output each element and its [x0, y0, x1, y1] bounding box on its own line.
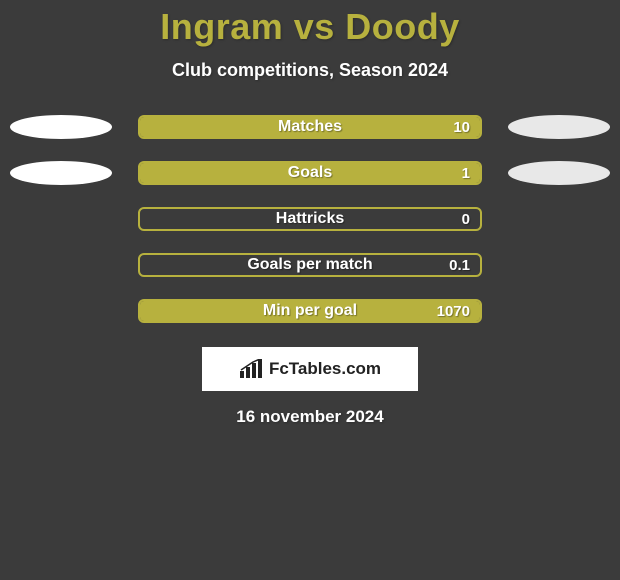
stat-value: 10 — [453, 119, 470, 136]
right-ellipse — [508, 115, 610, 139]
stat-value: 1 — [462, 165, 470, 182]
stat-row: Min per goal 1070 — [0, 299, 620, 323]
stat-row: Hattricks 0 — [0, 207, 620, 231]
stat-row: Matches 10 — [0, 115, 620, 139]
stat-label: Min per goal — [263, 302, 357, 320]
logo-text: FcTables.com — [269, 359, 381, 379]
stat-bar: Min per goal 1070 — [138, 299, 482, 323]
stat-bar: Goals 1 — [138, 161, 482, 185]
stat-label: Matches — [278, 118, 342, 136]
stat-label: Goals — [288, 164, 332, 182]
stat-label: Goals per match — [247, 256, 372, 274]
stat-row: Goals per match 0.1 — [0, 253, 620, 277]
stat-value: 1070 — [437, 303, 470, 320]
stat-label: Hattricks — [276, 210, 344, 228]
footer-date: 16 november 2024 — [236, 407, 383, 427]
stat-bar: Goals per match 0.1 — [138, 253, 482, 277]
stat-value: 0.1 — [449, 257, 470, 274]
page-subtitle: Club competitions, Season 2024 — [172, 60, 448, 81]
left-ellipse — [10, 115, 112, 139]
bar-chart-icon — [239, 359, 263, 379]
stat-value: 0 — [462, 211, 470, 228]
stat-bar: Hattricks 0 — [138, 207, 482, 231]
logo-box: FcTables.com — [202, 347, 418, 391]
stat-rows: Matches 10 Goals 1 Hattricks 0 Goals per match… — [0, 115, 620, 323]
stat-bar: Matches 10 — [138, 115, 482, 139]
left-ellipse — [10, 161, 112, 185]
right-ellipse — [508, 161, 610, 185]
page-title: Ingram vs Doody — [160, 6, 460, 48]
comparison-infographic: Ingram vs Doody Club competitions, Seaso… — [0, 0, 620, 580]
stat-row: Goals 1 — [0, 161, 620, 185]
